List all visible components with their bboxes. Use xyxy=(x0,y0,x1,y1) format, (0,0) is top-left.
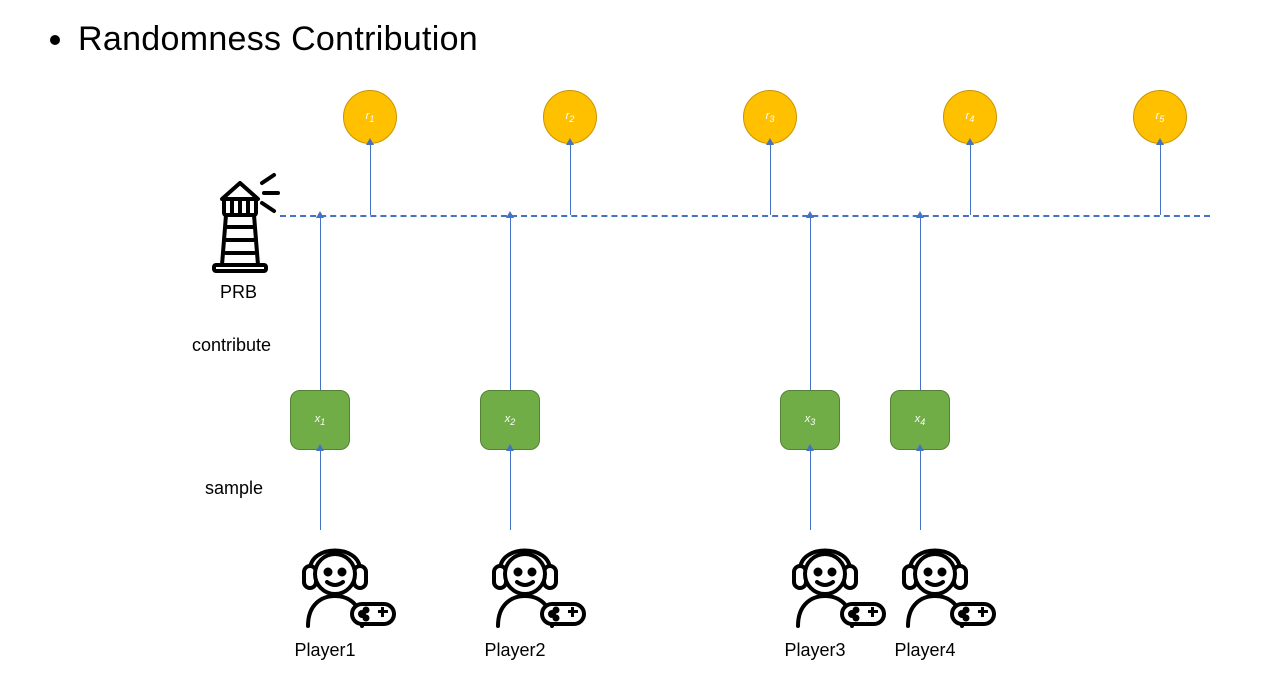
player-label-4: Player4 xyxy=(875,640,975,661)
player-icon-1 xyxy=(290,530,400,635)
output-circle-4: r4 xyxy=(943,90,997,144)
sample-arrow-4 xyxy=(920,450,921,530)
contribute-label: contribute xyxy=(192,335,271,356)
contribution-box-4: x4 xyxy=(890,390,950,450)
player-label-1: Player1 xyxy=(275,640,375,661)
prb-label: PRB xyxy=(220,282,257,303)
output-arrow-1 xyxy=(370,144,371,215)
contribute-arrow-1 xyxy=(320,217,321,390)
sample-arrow-3 xyxy=(810,450,811,530)
player-label-2: Player2 xyxy=(465,640,565,661)
sample-arrow-1 xyxy=(320,450,321,530)
output-arrow-3 xyxy=(770,144,771,215)
output-circle-2: r2 xyxy=(543,90,597,144)
player-icon-3 xyxy=(780,530,890,635)
output-circle-3: r3 xyxy=(743,90,797,144)
sample-label: sample xyxy=(205,478,263,499)
sample-arrow-2 xyxy=(510,450,511,530)
diagram-canvas: PRB contribute sample r1 r2 r3 r4 r5 x1 Player1 x… xyxy=(0,0,1272,687)
lighthouse-icon xyxy=(200,165,290,280)
contribute-arrow-3 xyxy=(810,217,811,390)
output-circle-1: r1 xyxy=(343,90,397,144)
contribute-arrow-2 xyxy=(510,217,511,390)
player-label-3: Player3 xyxy=(765,640,865,661)
output-arrow-4 xyxy=(970,144,971,215)
output-arrow-5 xyxy=(1160,144,1161,215)
contribute-arrow-4 xyxy=(920,217,921,390)
player-icon-4 xyxy=(890,530,1000,635)
timeline-dashed xyxy=(280,215,1210,217)
player-icon-2 xyxy=(480,530,590,635)
output-arrow-2 xyxy=(570,144,571,215)
contribution-box-3: x3 xyxy=(780,390,840,450)
contribution-box-2: x2 xyxy=(480,390,540,450)
contribution-box-1: x1 xyxy=(290,390,350,450)
output-circle-5: r5 xyxy=(1133,90,1187,144)
